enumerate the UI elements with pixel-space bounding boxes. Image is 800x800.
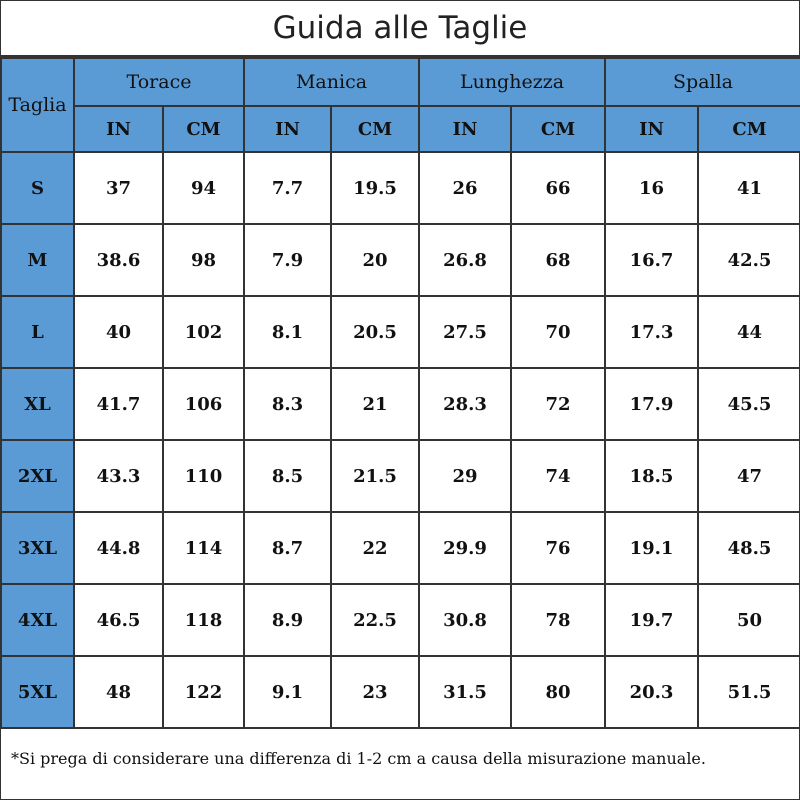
footnote: *Si prega di considerare una differenza … (11, 749, 706, 768)
value-cell: 110 (162, 439, 245, 513)
group-header: Torace (73, 57, 245, 107)
unit-header: CM (697, 105, 800, 153)
size-cell: L (0, 295, 75, 369)
value-cell: 102 (162, 295, 245, 369)
value-cell: 31.5 (418, 655, 513, 729)
value-cell: 21.5 (329, 439, 421, 513)
group-header: Manica (242, 57, 421, 107)
value-cell: 70 (510, 295, 607, 369)
table-row: 4XL 46.5 118 8.9 22.5 30.8 78 19.7 50 (0, 583, 800, 657)
value-cell: 42.5 (697, 223, 800, 297)
value-cell: 41 (697, 151, 800, 225)
value-cell: 27.5 (418, 295, 513, 369)
value-cell: 66 (510, 151, 607, 225)
size-table: Taglia Torace Manica Lunghezza Spalla IN… (0, 57, 800, 729)
table-row: 5XL 48 122 9.1 23 31.5 80 20.3 51.5 (0, 655, 800, 729)
value-cell: 22.5 (329, 583, 421, 657)
value-cell: 20 (329, 223, 421, 297)
group-header: Spalla (604, 57, 800, 107)
value-cell: 26 (418, 151, 513, 225)
unit-header: IN (418, 105, 513, 153)
value-cell: 41.7 (73, 367, 164, 441)
value-cell: 22 (329, 511, 421, 585)
value-cell: 48.5 (697, 511, 800, 585)
value-cell: 68 (510, 223, 607, 297)
value-cell: 8.7 (243, 511, 332, 585)
value-cell: 50 (697, 583, 800, 657)
value-cell: 7.9 (243, 223, 332, 297)
value-cell: 37 (73, 151, 164, 225)
value-cell: 38.6 (73, 223, 164, 297)
value-cell: 44 (697, 295, 800, 369)
table-row: L 40 102 8.1 20.5 27.5 70 17.3 44 (0, 295, 800, 369)
size-cell: 3XL (0, 511, 75, 585)
value-cell: 47 (697, 439, 800, 513)
value-cell: 74 (510, 439, 607, 513)
value-cell: 8.5 (243, 439, 332, 513)
value-cell: 20.5 (329, 295, 421, 369)
unit-header: CM (510, 105, 607, 153)
size-cell: 4XL (0, 583, 75, 657)
unit-header: IN (243, 105, 332, 153)
value-cell: 28.3 (418, 367, 513, 441)
value-cell: 16 (604, 151, 700, 225)
value-cell: 51.5 (697, 655, 800, 729)
value-cell: 40 (73, 295, 164, 369)
value-cell: 18.5 (604, 439, 700, 513)
value-cell: 19.7 (604, 583, 700, 657)
unit-header: IN (73, 105, 164, 153)
value-cell: 72 (510, 367, 607, 441)
value-cell: 8.1 (243, 295, 332, 369)
value-cell: 26.8 (418, 223, 513, 297)
group-header: Lunghezza (418, 57, 607, 107)
table-row: 3XL 44.8 114 8.7 22 29.9 76 19.1 48.5 (0, 511, 800, 585)
value-cell: 21 (329, 367, 421, 441)
value-cell: 19.5 (329, 151, 421, 225)
table-row: XL 41.7 106 8.3 21 28.3 72 17.9 45.5 (0, 367, 800, 441)
size-cell: S (0, 151, 75, 225)
value-cell: 16.7 (604, 223, 700, 297)
size-cell: 5XL (0, 655, 75, 729)
value-cell: 9.1 (243, 655, 332, 729)
value-cell: 80 (510, 655, 607, 729)
value-cell: 17.9 (604, 367, 700, 441)
value-cell: 98 (162, 223, 245, 297)
page-title: Guida alle Taglie (1, 1, 799, 57)
value-cell: 19.1 (604, 511, 700, 585)
unit-header: IN (604, 105, 700, 153)
value-cell: 106 (162, 367, 245, 441)
value-cell: 45.5 (697, 367, 800, 441)
value-cell: 76 (510, 511, 607, 585)
value-cell: 20.3 (604, 655, 700, 729)
value-cell: 114 (162, 511, 245, 585)
unit-header: CM (329, 105, 421, 153)
value-cell: 48 (73, 655, 164, 729)
table-row: 2XL 43.3 110 8.5 21.5 29 74 18.5 47 (0, 439, 800, 513)
value-cell: 122 (162, 655, 245, 729)
value-cell: 29 (418, 439, 513, 513)
value-cell: 7.7 (243, 151, 332, 225)
size-column-header: Taglia (0, 57, 75, 153)
value-cell: 8.3 (243, 367, 332, 441)
value-cell: 94 (162, 151, 245, 225)
unit-header: CM (162, 105, 245, 153)
table-row: S 37 94 7.7 19.5 26 66 16 41 (0, 151, 800, 225)
value-cell: 17.3 (604, 295, 700, 369)
size-cell: M (0, 223, 75, 297)
value-cell: 78 (510, 583, 607, 657)
value-cell: 46.5 (73, 583, 164, 657)
value-cell: 23 (329, 655, 421, 729)
table-row: M 38.6 98 7.9 20 26.8 68 16.7 42.5 (0, 223, 800, 297)
value-cell: 29.9 (418, 511, 513, 585)
value-cell: 30.8 (418, 583, 513, 657)
size-cell: 2XL (0, 439, 75, 513)
value-cell: 44.8 (73, 511, 164, 585)
value-cell: 118 (162, 583, 245, 657)
size-cell: XL (0, 367, 75, 441)
value-cell: 43.3 (73, 439, 164, 513)
value-cell: 8.9 (243, 583, 332, 657)
